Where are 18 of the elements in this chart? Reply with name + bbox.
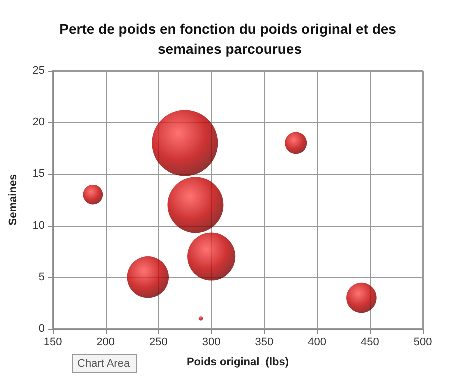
y-tick-label: 20 (32, 116, 45, 129)
text: Chart Area (78, 358, 131, 370)
x-tick-label: 250 (150, 336, 168, 348)
x-tick-label: 150 (44, 336, 62, 348)
y-tick-label: 10 (32, 220, 45, 232)
y-tick-label: 0 (38, 323, 45, 335)
y-tick-label: 5 (38, 271, 45, 284)
y-tick-label: 15 (32, 168, 45, 180)
x-tick-label: 450 (360, 336, 380, 348)
x-axis-title: Poids original (lbs) (186, 356, 290, 368)
chart-title: Perte de poids en fonction du poids original et des semaines parcourues (60, 21, 400, 57)
x-tick-label: 300 (202, 336, 221, 348)
y-tick-label: 25 (32, 65, 45, 77)
x-tick-label: 400 (308, 336, 326, 348)
x-tick-label: 200 (96, 336, 116, 348)
x-tick-label: 500 (414, 336, 432, 348)
x-tick-label: 350 (255, 336, 274, 348)
y-axis-title: Semaines (8, 174, 20, 226)
